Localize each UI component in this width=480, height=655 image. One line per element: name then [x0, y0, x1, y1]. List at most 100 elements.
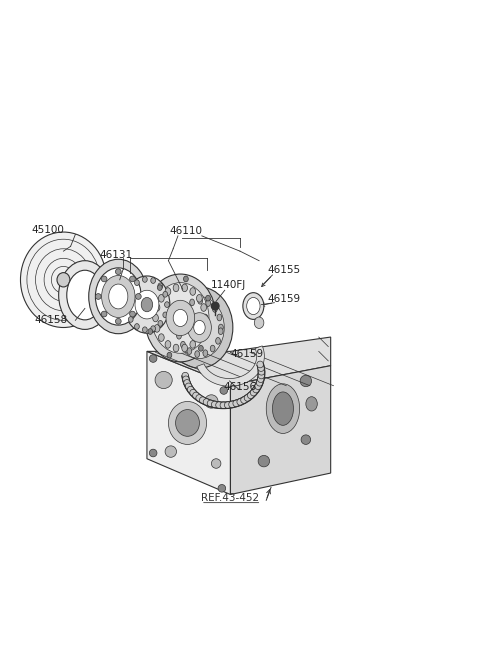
Ellipse shape [143, 276, 147, 282]
Ellipse shape [258, 372, 264, 379]
Ellipse shape [151, 278, 156, 284]
Ellipse shape [207, 400, 214, 407]
Ellipse shape [195, 350, 200, 358]
Ellipse shape [258, 368, 265, 375]
Ellipse shape [199, 345, 204, 351]
Text: 46159: 46159 [268, 294, 301, 304]
Text: 46156: 46156 [223, 383, 256, 392]
Ellipse shape [183, 276, 188, 282]
Ellipse shape [216, 402, 222, 409]
Ellipse shape [96, 268, 141, 325]
Ellipse shape [237, 399, 244, 405]
Ellipse shape [141, 297, 153, 312]
Text: 46110: 46110 [169, 227, 203, 236]
Polygon shape [230, 365, 331, 495]
Ellipse shape [166, 287, 233, 368]
Ellipse shape [225, 402, 231, 409]
Text: 46131: 46131 [99, 250, 132, 260]
Ellipse shape [175, 297, 224, 358]
Ellipse shape [217, 314, 222, 321]
Ellipse shape [165, 302, 169, 307]
Ellipse shape [203, 399, 210, 405]
Ellipse shape [134, 280, 139, 286]
Ellipse shape [157, 285, 162, 290]
Ellipse shape [253, 386, 259, 393]
Ellipse shape [21, 232, 107, 328]
Ellipse shape [152, 283, 209, 353]
Ellipse shape [154, 304, 160, 311]
Ellipse shape [144, 274, 216, 362]
Ellipse shape [190, 288, 196, 295]
Ellipse shape [89, 259, 148, 333]
Ellipse shape [218, 324, 223, 331]
Ellipse shape [198, 297, 203, 304]
Ellipse shape [233, 400, 240, 407]
Ellipse shape [173, 284, 179, 291]
Ellipse shape [257, 361, 264, 367]
Ellipse shape [135, 290, 159, 319]
Ellipse shape [130, 311, 135, 317]
Ellipse shape [149, 449, 157, 457]
Ellipse shape [168, 402, 206, 445]
Ellipse shape [158, 320, 163, 326]
Ellipse shape [211, 458, 221, 468]
Ellipse shape [163, 291, 168, 297]
Ellipse shape [176, 322, 180, 329]
Ellipse shape [266, 384, 300, 434]
Ellipse shape [173, 345, 179, 352]
Ellipse shape [163, 312, 168, 318]
Ellipse shape [116, 269, 121, 274]
Ellipse shape [102, 276, 135, 318]
Ellipse shape [109, 284, 128, 309]
Ellipse shape [187, 348, 192, 354]
Ellipse shape [243, 293, 264, 320]
Ellipse shape [158, 283, 163, 289]
Ellipse shape [190, 341, 196, 348]
Ellipse shape [255, 383, 262, 390]
Ellipse shape [306, 397, 317, 411]
Ellipse shape [188, 312, 211, 343]
Ellipse shape [210, 345, 215, 352]
Ellipse shape [177, 333, 181, 339]
Text: REF.43-452: REF.43-452 [201, 493, 259, 503]
Ellipse shape [154, 325, 160, 332]
Text: 46158: 46158 [35, 315, 68, 325]
Ellipse shape [57, 272, 70, 287]
Ellipse shape [158, 295, 164, 302]
Ellipse shape [206, 300, 211, 307]
Ellipse shape [125, 307, 130, 312]
Ellipse shape [149, 355, 157, 362]
Ellipse shape [167, 352, 172, 358]
Ellipse shape [155, 371, 172, 388]
Ellipse shape [148, 329, 153, 334]
Ellipse shape [185, 383, 192, 390]
Ellipse shape [158, 334, 164, 341]
Ellipse shape [178, 312, 182, 319]
Ellipse shape [165, 446, 177, 457]
Ellipse shape [220, 402, 227, 409]
Ellipse shape [203, 350, 208, 356]
Ellipse shape [124, 276, 170, 333]
Polygon shape [197, 346, 264, 386]
Ellipse shape [220, 386, 228, 394]
Ellipse shape [125, 297, 130, 302]
Ellipse shape [128, 316, 133, 322]
Ellipse shape [201, 304, 206, 311]
Ellipse shape [229, 401, 235, 408]
Ellipse shape [250, 389, 257, 396]
Ellipse shape [165, 341, 171, 348]
Ellipse shape [256, 379, 263, 386]
Text: 45100: 45100 [31, 225, 64, 235]
Ellipse shape [182, 376, 189, 383]
Ellipse shape [254, 317, 264, 328]
Ellipse shape [151, 326, 156, 331]
Ellipse shape [213, 306, 217, 312]
Ellipse shape [59, 261, 111, 329]
Ellipse shape [196, 395, 203, 402]
Ellipse shape [153, 314, 158, 322]
Ellipse shape [204, 395, 218, 408]
Ellipse shape [192, 392, 199, 399]
Ellipse shape [240, 397, 247, 403]
Ellipse shape [273, 392, 293, 425]
Ellipse shape [184, 380, 191, 386]
